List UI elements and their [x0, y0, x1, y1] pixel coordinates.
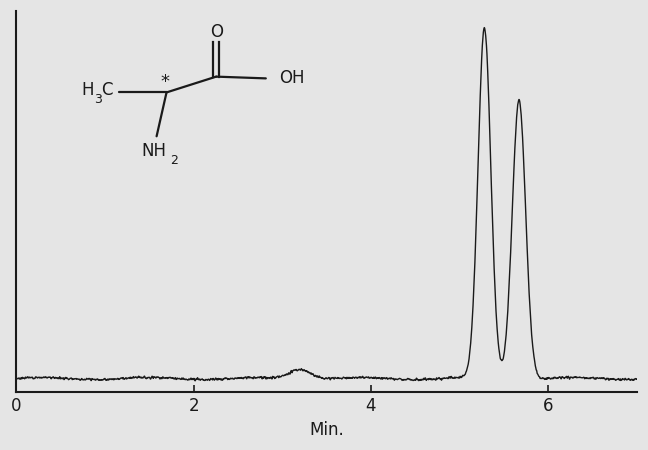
X-axis label: Min.: Min. — [309, 421, 344, 439]
